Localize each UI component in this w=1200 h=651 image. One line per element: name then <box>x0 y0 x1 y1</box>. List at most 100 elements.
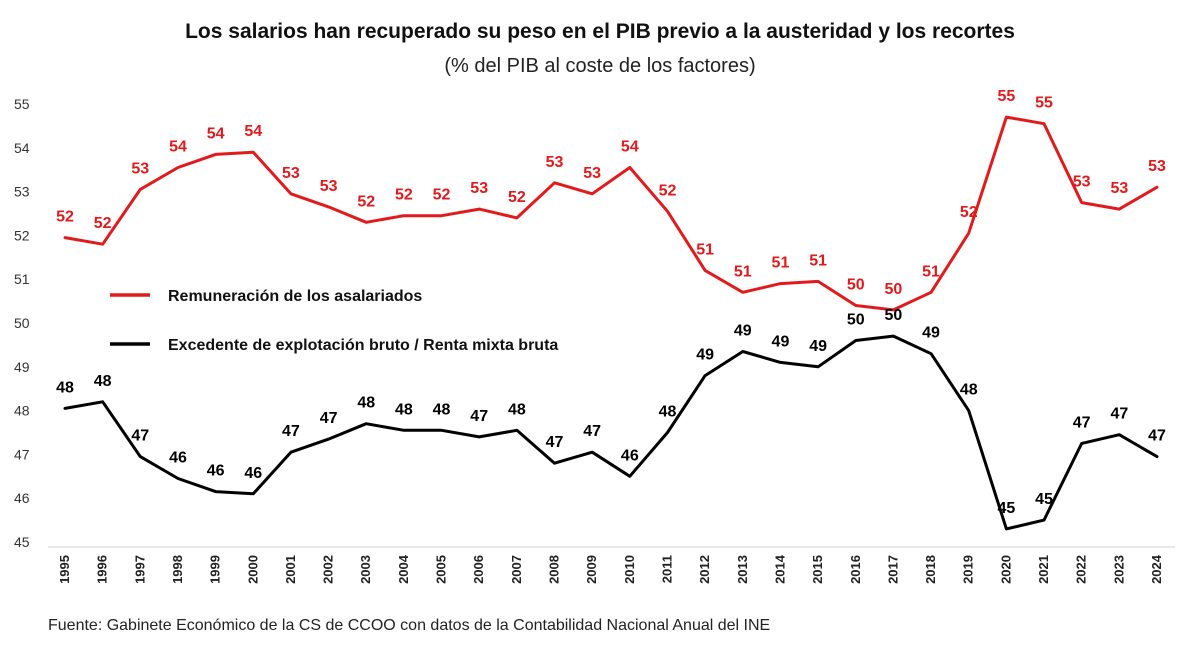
data-label: 53 <box>1073 174 1091 191</box>
series-line-1 <box>63 334 1159 531</box>
y-tick-label: 50 <box>14 315 30 331</box>
data-label: 51 <box>734 263 752 280</box>
data-label: 54 <box>207 125 225 142</box>
data-label: 54 <box>169 139 187 156</box>
x-tick-label: 1998 <box>170 555 185 584</box>
x-tick-label: 2011 <box>659 555 674 583</box>
x-tick-label: 2007 <box>509 555 524 584</box>
data-label: 48 <box>395 401 413 418</box>
x-tick-label: 1997 <box>132 555 147 584</box>
x-tick-label: 2001 <box>283 555 298 584</box>
y-tick-label: 52 <box>14 227 30 243</box>
x-tick-label: 2003 <box>358 555 373 584</box>
chart-subtitle: (% del PIB al coste de los factores) <box>444 55 755 77</box>
legend: Remuneración de los asalariados Excedent… <box>110 288 558 354</box>
data-label: 46 <box>207 463 225 480</box>
x-axis: 1995 1996 1997 1998 1999 2000 2001 2002 2003 2004… <box>48 546 1175 584</box>
x-tick-label: 2005 <box>434 555 449 584</box>
data-label: 47 <box>1110 406 1128 423</box>
data-label: 53 <box>282 165 300 182</box>
y-tick-label: 48 <box>14 403 30 419</box>
data-label: 52 <box>433 187 451 204</box>
x-tick-label: 2000 <box>245 555 260 584</box>
legend-label-excedente: Excedente de explotación bruto / Renta m… <box>168 337 558 354</box>
x-tick-label: 2020 <box>998 555 1013 584</box>
data-label: 50 <box>885 281 903 298</box>
data-label: 46 <box>621 447 639 464</box>
x-tick-label: 2009 <box>584 555 599 584</box>
series-line-0 <box>63 115 1159 312</box>
chart-title: Los salarios han recuperado su peso en e… <box>185 20 1015 43</box>
data-label: 49 <box>922 325 940 342</box>
x-tick-label: 2014 <box>772 554 787 584</box>
data-label: 52 <box>395 187 413 204</box>
data-label: 49 <box>734 322 752 339</box>
data-label: 53 <box>320 178 338 195</box>
x-tick-label: 2002 <box>321 555 336 584</box>
data-label: 53 <box>546 154 564 171</box>
data-label: 50 <box>847 276 865 293</box>
x-tick-label: 2006 <box>471 555 486 584</box>
data-label: 55 <box>1035 95 1053 112</box>
y-tick-label: 47 <box>14 446 30 462</box>
data-label: 47 <box>1073 414 1091 431</box>
data-label: 53 <box>1110 180 1128 197</box>
x-tick-label: 2021 <box>1036 555 1051 584</box>
data-label: 50 <box>885 307 903 324</box>
data-label: 47 <box>320 410 338 427</box>
data-label: 47 <box>131 428 149 445</box>
source-note: Fuente: Gabinete Económico de la CS de C… <box>48 617 770 634</box>
data-label: 47 <box>470 408 488 425</box>
data-label: 53 <box>470 180 488 197</box>
data-label: 52 <box>508 189 526 206</box>
y-tick-label: 53 <box>14 184 30 200</box>
x-tick-label: 2008 <box>547 555 562 584</box>
data-label: 48 <box>357 395 375 412</box>
data-label: 52 <box>357 193 375 210</box>
data-label: 48 <box>508 401 526 418</box>
y-tick-label: 51 <box>14 271 30 287</box>
data-label: 51 <box>696 241 714 258</box>
x-tick-label: 1996 <box>95 555 110 584</box>
data-label: 51 <box>922 263 940 280</box>
x-tick-label: 2016 <box>848 555 863 584</box>
data-label: 49 <box>696 347 714 364</box>
data-label: 51 <box>809 252 827 269</box>
x-tick-label: 1999 <box>208 555 223 584</box>
data-label: 48 <box>56 379 74 396</box>
data-label: 48 <box>960 382 978 399</box>
data-label: 48 <box>94 373 112 390</box>
data-label: 53 <box>1148 158 1166 175</box>
x-tick-label: 2019 <box>961 555 976 584</box>
x-tick-label: 2013 <box>735 555 750 584</box>
x-tick-label: 2018 <box>923 555 938 584</box>
x-tick-label: 2024 <box>1149 554 1164 584</box>
x-tick-label: 2017 <box>885 555 900 584</box>
data-label: 52 <box>659 182 677 199</box>
data-label: 47 <box>546 434 564 451</box>
x-tick-label: 1995 <box>57 555 72 584</box>
data-label: 47 <box>1148 428 1166 445</box>
data-labels: 52 52 53 54 54 54 53 53 52 52 52 53 52 53 53 54 52 51 51 51… <box>56 88 1166 517</box>
data-label: 55 <box>997 88 1015 105</box>
x-tick-label: 2012 <box>697 555 712 584</box>
data-label: 54 <box>621 139 639 156</box>
data-label: 53 <box>583 165 601 182</box>
x-tick-label: 2022 <box>1074 555 1089 584</box>
data-label: 52 <box>94 215 112 232</box>
data-label: 47 <box>583 423 601 440</box>
data-label: 53 <box>131 160 149 177</box>
y-tick-label: 45 <box>14 534 30 550</box>
data-label: 48 <box>433 401 451 418</box>
data-label: 48 <box>659 404 677 421</box>
data-label: 49 <box>809 338 827 355</box>
data-label: 54 <box>244 123 262 140</box>
data-label: 50 <box>847 312 865 329</box>
legend-label-remuneracion: Remuneración de los asalariados <box>168 288 422 305</box>
x-tick-label: 2023 <box>1111 555 1126 584</box>
y-tick-label: 49 <box>14 359 30 375</box>
y-tick-label: 54 <box>14 140 30 156</box>
data-label: 49 <box>772 333 790 350</box>
data-label: 45 <box>1035 491 1053 508</box>
x-tick-label: 2004 <box>396 554 411 584</box>
